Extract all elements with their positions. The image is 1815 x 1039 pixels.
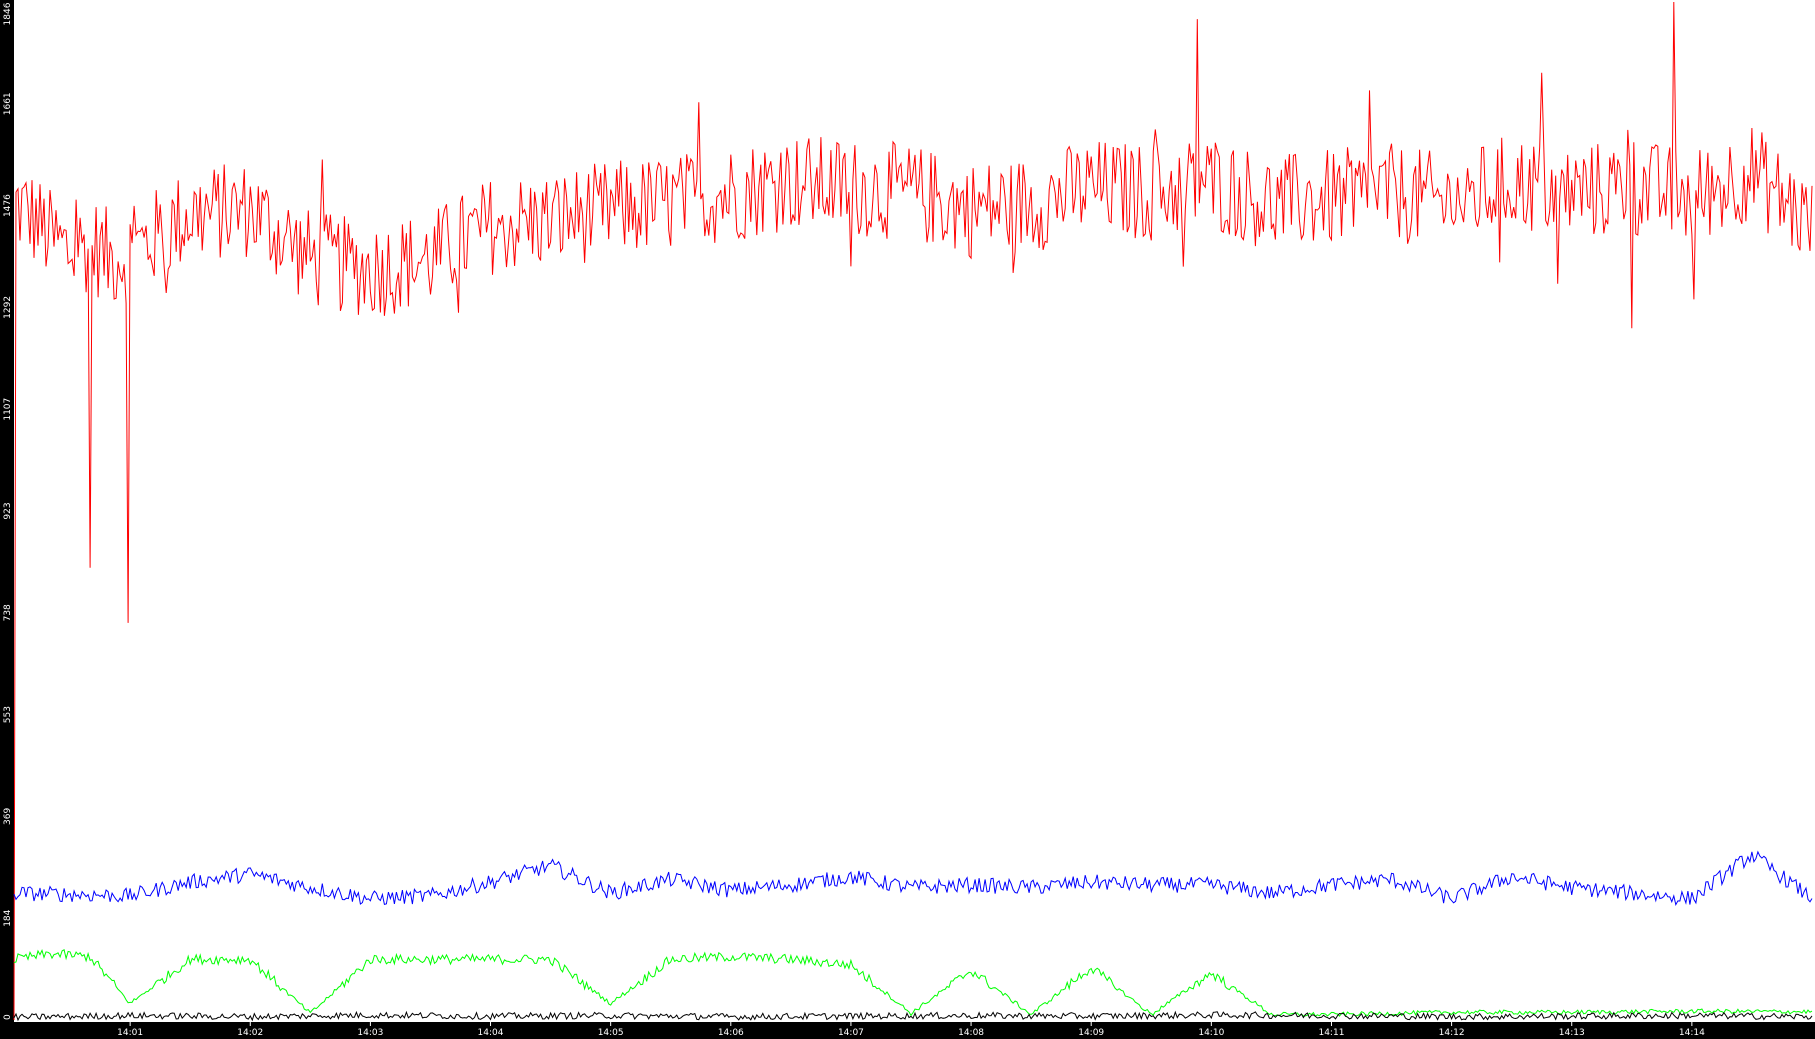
series-layer	[13, 1, 1813, 1022]
x-tick-label: 14:08	[958, 1028, 984, 1038]
y-tick-label: 1292	[3, 296, 13, 319]
y-axis: 0 184 369 553 738 923 1107 1292 1476 1661 1846	[3, 2, 13, 1020]
x-axis-band	[0, 1022, 1815, 1039]
y-tick-label: 0	[3, 1014, 13, 1020]
x-tick-label: 14:06	[718, 1028, 744, 1038]
x-tick-label: 14:05	[598, 1028, 624, 1038]
y-axis-band	[0, 0, 14, 1039]
x-tick-label: 14:10	[1198, 1028, 1224, 1038]
x-tick-label: 14:01	[117, 1028, 143, 1038]
series-line-4	[13, 1010, 1813, 1022]
series-line-3	[13, 948, 1813, 1018]
x-axis: 14:01 14:02 14:03 14:04 14:05 14:06 14:07 14:08…	[117, 1022, 1705, 1038]
x-tick-label: 14:07	[838, 1028, 864, 1038]
x-tick-label: 14:13	[1559, 1028, 1585, 1038]
y-tick-label: 1476	[3, 194, 13, 217]
series-line-2	[13, 850, 1813, 906]
x-tick-label: 14:14	[1679, 1028, 1705, 1038]
y-tick-label: 923	[3, 502, 13, 519]
y-tick-label: 553	[3, 706, 13, 723]
x-tick-label: 14:12	[1439, 1028, 1465, 1038]
y-tick-label: 369	[3, 808, 13, 825]
y-tick-label: 1661	[3, 92, 13, 115]
x-tick-label: 14:02	[237, 1028, 263, 1038]
y-tick-label: 1846	[3, 2, 13, 25]
y-tick-label: 184	[3, 909, 13, 926]
series-line-1	[13, 1, 1813, 1021]
y-tick-label: 1107	[3, 398, 13, 421]
x-tick-label: 14:04	[478, 1028, 504, 1038]
x-tick-label: 14:11	[1318, 1028, 1344, 1038]
x-tick-label: 14:03	[357, 1028, 383, 1038]
y-tick-label: 738	[3, 604, 13, 621]
x-tick-label: 14:09	[1078, 1028, 1104, 1038]
